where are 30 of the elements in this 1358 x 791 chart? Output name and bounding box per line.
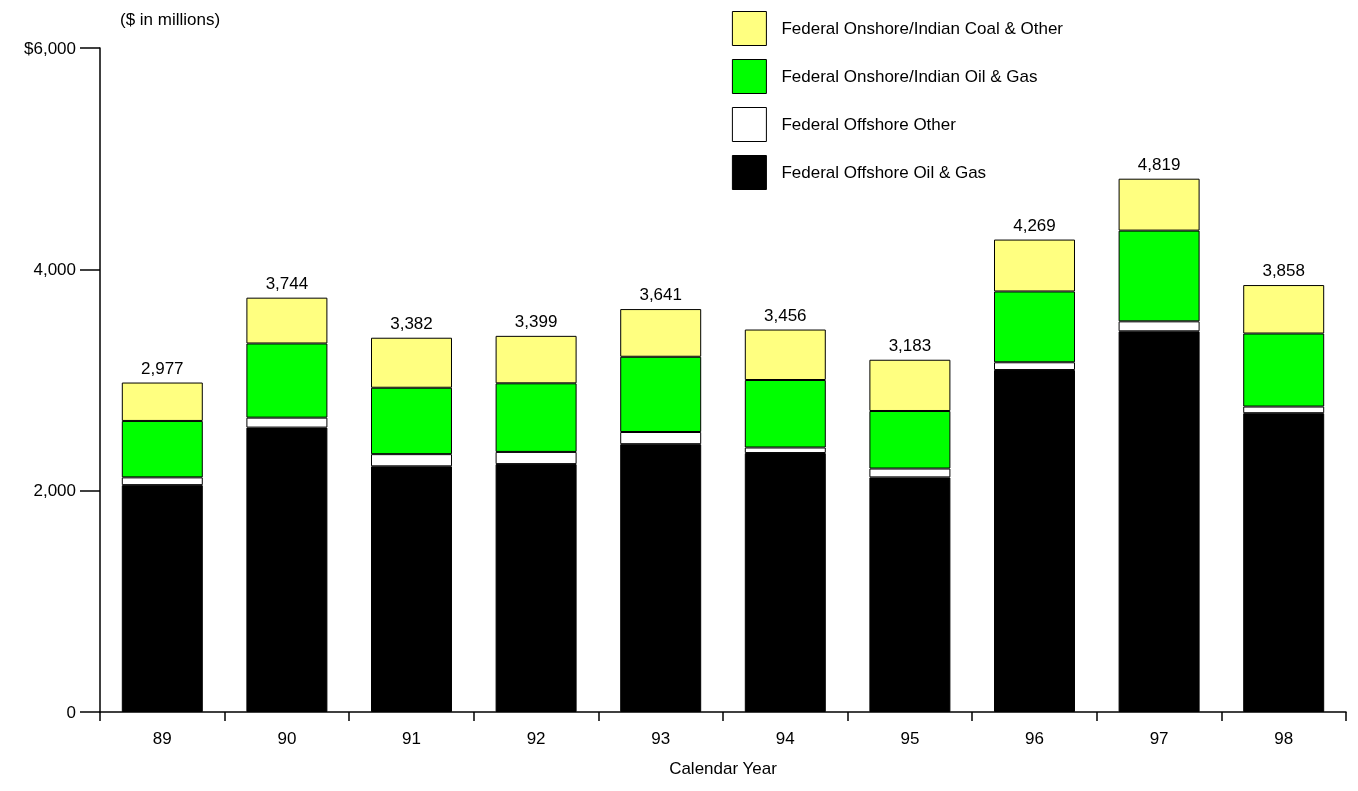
x-axis-title: Calendar Year xyxy=(669,759,778,778)
x-tick-label: 92 xyxy=(526,729,546,748)
legend-label: Federal Offshore Oil & Gas xyxy=(781,163,987,182)
y-tick-label: $6,000 xyxy=(24,38,76,58)
x-tick-label: 90 xyxy=(277,729,297,748)
legend-label: Federal Onshore/Indian Oil & Gas xyxy=(781,67,1038,86)
total-label: 3,456 xyxy=(764,305,807,325)
total-label: 3,183 xyxy=(888,335,932,355)
x-tick-label: 98 xyxy=(1274,729,1294,748)
total-label: 3,744 xyxy=(265,273,309,293)
y-tick-label: 0 xyxy=(66,702,76,722)
x-tick-label: 89 xyxy=(152,729,172,748)
total-label: 2,977 xyxy=(141,358,184,378)
total-label: 4,269 xyxy=(1013,215,1056,235)
y-tick-label: 4,000 xyxy=(33,259,76,279)
total-label: 3,858 xyxy=(1262,261,1305,281)
x-tick-label: 91 xyxy=(402,729,421,748)
x-tick-label: 94 xyxy=(775,729,795,748)
legend-label: Federal Onshore/Indian Coal & Other xyxy=(781,19,1064,38)
y-axis-title: ($ in millions) xyxy=(120,10,221,29)
x-tick-label: 97 xyxy=(1149,729,1169,748)
x-tick-label: 96 xyxy=(1025,729,1044,748)
total-label: 3,382 xyxy=(390,313,433,333)
total-label: 3,641 xyxy=(639,285,682,305)
total-label: 3,399 xyxy=(514,311,558,331)
x-tick-label: 93 xyxy=(651,729,671,748)
legend-label: Federal Offshore Other xyxy=(781,115,957,134)
x-tick-label: 95 xyxy=(900,729,920,748)
total-label: 4,819 xyxy=(1137,154,1181,174)
y-tick-label: 2,000 xyxy=(33,481,76,501)
